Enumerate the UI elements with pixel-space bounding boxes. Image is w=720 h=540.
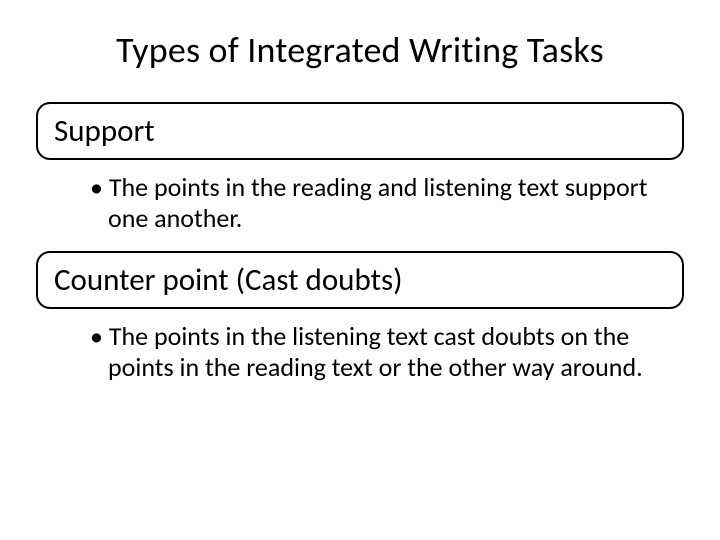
bullet-text: The points in the reading and listening …: [62, 172, 684, 233]
section-box-counterpoint: Counter point (Cast doubts): [36, 251, 684, 309]
bullet-block-counterpoint: The points in the listening text cast do…: [36, 315, 684, 400]
section-header: Counter point (Cast doubts): [54, 261, 666, 299]
section-header: Support: [54, 112, 666, 150]
bullet-block-support: The points in the reading and listening …: [36, 166, 684, 251]
bullet-text: The points in the listening text cast do…: [62, 321, 684, 382]
slide-title: Types of Integrated Writing Tasks: [36, 28, 684, 72]
section-box-support: Support: [36, 102, 684, 160]
slide-container: Types of Integrated Writing Tasks Suppor…: [0, 0, 720, 540]
